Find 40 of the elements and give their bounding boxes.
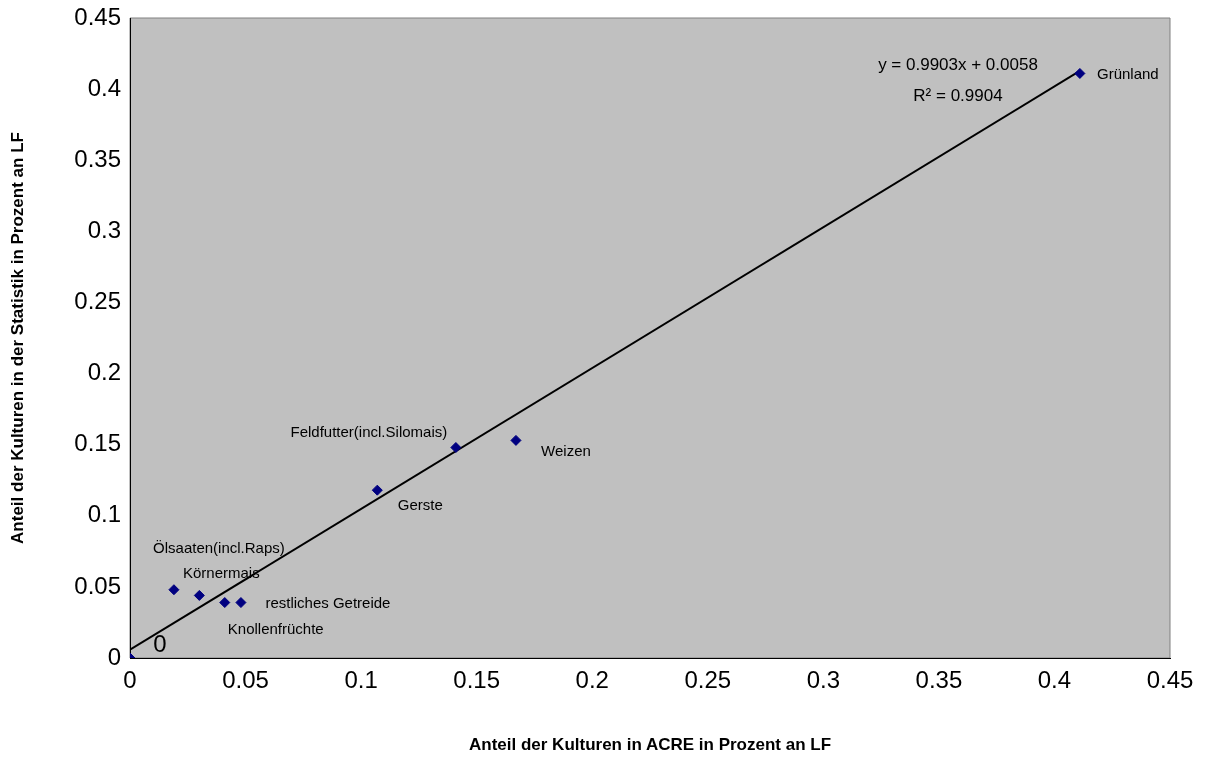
y-tick-label: 0.15 xyxy=(74,429,121,457)
x-tick-label: 0.2 xyxy=(575,666,609,694)
y-tick-label: 0.1 xyxy=(87,500,121,528)
point xyxy=(219,597,231,609)
y-tick-label: 0.3 xyxy=(87,215,121,243)
y-tick-label: 0.2 xyxy=(87,358,121,386)
x-axis-title: Anteil der Kulturen in ACRE in Prozent an LF xyxy=(468,735,832,755)
annotation: Gerste xyxy=(397,496,443,514)
y-tick-label: 0.45 xyxy=(74,2,121,30)
x-tick-label: 0.45 xyxy=(1146,666,1194,694)
annotation: Ölsaaten(incl.Raps) xyxy=(153,538,285,556)
point xyxy=(235,597,247,609)
point xyxy=(193,589,205,601)
y-tick-label: 0 xyxy=(107,642,121,670)
annotation: 0 xyxy=(153,629,167,657)
x-tick-label: 0.15 xyxy=(453,666,501,694)
annotation: y = 0.9903x + 0.0058 xyxy=(878,54,1038,74)
x-tick-label: 0.4 xyxy=(1037,666,1072,694)
annotation: restliches Getreide xyxy=(265,593,391,611)
y-tick-label: 0.05 xyxy=(74,571,121,599)
annotation: Weizen xyxy=(541,441,591,459)
annotation: Feldfutter(incl.Silomais) xyxy=(290,422,448,440)
point xyxy=(510,434,522,446)
annotation: Grünland xyxy=(1097,64,1159,82)
point xyxy=(450,442,462,454)
x-tick-label: 0.1 xyxy=(344,666,378,694)
point xyxy=(168,584,180,596)
y-tick-label: 0.4 xyxy=(87,73,121,101)
y-axis-title: Anteil der Kulturen in der Statistik in Prozent an LF xyxy=(7,132,27,544)
point xyxy=(371,484,383,496)
y-tick-label: 0.25 xyxy=(74,287,121,315)
x-tick-label: 0.3 xyxy=(806,666,841,694)
annotation: R² = 0.9904 xyxy=(913,85,1003,105)
annotation: Körnermais xyxy=(182,563,260,581)
y-tick-label: 0.35 xyxy=(74,144,121,172)
x-tick-label: 0.35 xyxy=(915,666,963,694)
annotation: Knollenfrüchte xyxy=(227,619,324,637)
point xyxy=(1074,67,1086,79)
x-tick-label: 0.05 xyxy=(222,666,269,694)
x-tick-label: 0.25 xyxy=(684,666,732,694)
